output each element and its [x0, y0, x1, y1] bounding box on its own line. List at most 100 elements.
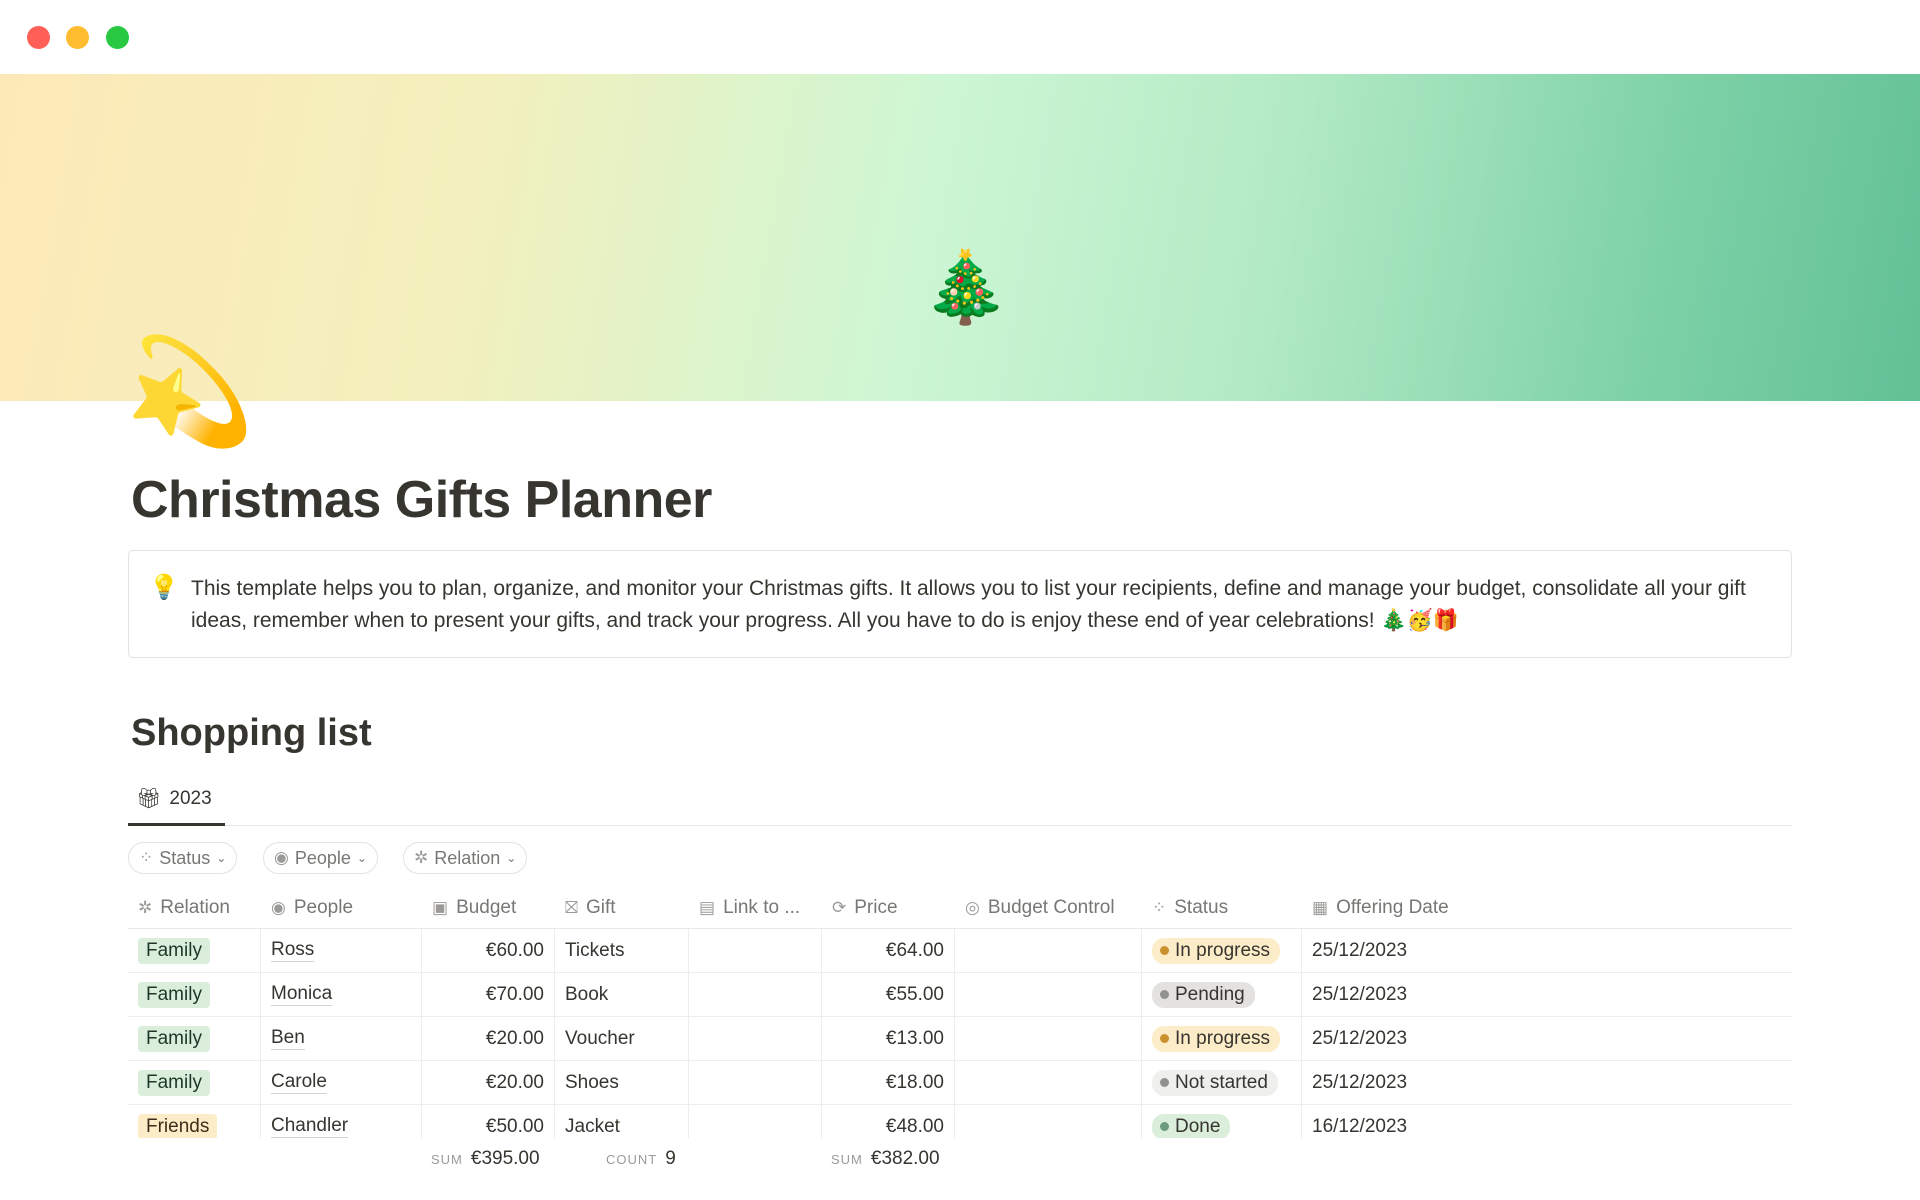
price-cell[interactable]: €55.00 — [822, 973, 955, 1016]
gift-cell[interactable]: Tickets — [555, 929, 689, 972]
relation-cell[interactable]: Family — [128, 1061, 261, 1104]
column-icon: ▦ — [1312, 897, 1329, 917]
status-dot-icon — [1160, 946, 1169, 955]
status-badge: Pending — [1152, 981, 1255, 1008]
status-cell[interactable]: Done — [1142, 1105, 1302, 1148]
budget-cell[interactable]: €20.00 — [422, 1061, 555, 1104]
people-cell[interactable]: Ross — [261, 929, 422, 972]
relation-cell[interactable]: Family — [128, 973, 261, 1016]
budget-control-cell[interactable] — [955, 929, 1142, 972]
person-link[interactable]: Carole — [271, 1071, 327, 1094]
budget-cell[interactable]: €50.00 — [422, 1105, 555, 1148]
relation-cell[interactable]: Family — [128, 929, 261, 972]
person-icon: ◉ — [274, 848, 289, 867]
status-dot-icon — [1160, 1034, 1169, 1043]
status-cell[interactable]: In progress — [1142, 929, 1302, 972]
table-row[interactable]: Family Ross €60.00 Tickets €64.00 In progress… — [128, 929, 1792, 973]
table-row[interactable]: Family Monica €70.00 Book €55.00 Pending 25/12… — [128, 973, 1792, 1017]
gift-cell[interactable]: Voucher — [555, 1017, 689, 1060]
filter-people[interactable]: ◉ People ⌄ — [263, 842, 378, 874]
status-badge: In progress — [1152, 937, 1281, 964]
offering-date-cell[interactable]: 25/12/2023 — [1302, 1061, 1792, 1104]
link-cell[interactable] — [689, 1105, 822, 1148]
count-value: 9 — [665, 1148, 676, 1169]
status-dot-icon — [1160, 1078, 1169, 1087]
column-header[interactable]: ◎ Budget Control — [955, 887, 1142, 928]
offering-date-cell[interactable]: 25/12/2023 — [1302, 929, 1792, 972]
budget-value: €60.00 — [485, 939, 544, 961]
column-header[interactable]: ⛝ Gift — [555, 887, 689, 928]
relation-cell[interactable]: Friends — [128, 1105, 261, 1148]
column-header[interactable]: ▣ Budget — [422, 887, 555, 928]
people-cell[interactable]: Carole — [261, 1061, 422, 1104]
person-link[interactable]: Chandler — [271, 1115, 349, 1138]
sum-label: SUM — [831, 1152, 863, 1167]
filter-relation[interactable]: ✲ Relation ⌄ — [403, 842, 528, 874]
column-label: Status — [1174, 896, 1229, 918]
price-cell[interactable]: €48.00 — [822, 1105, 955, 1148]
price-cell[interactable]: €18.00 — [822, 1061, 955, 1104]
table-row[interactable]: Family Carole €20.00 Shoes €18.00 Not started… — [128, 1061, 1792, 1105]
budget-cell[interactable]: €20.00 — [422, 1017, 555, 1060]
person-link[interactable]: Monica — [271, 983, 333, 1006]
cover-image: 🎄 — [0, 74, 1920, 401]
status-cell[interactable]: In progress — [1142, 1017, 1302, 1060]
filter-status[interactable]: ⁘ Status ⌄ — [128, 842, 238, 874]
date-value: 16/12/2023 — [1312, 1115, 1408, 1137]
tab-2023[interactable]: 🎁︎ 2023 — [136, 786, 212, 811]
table-row[interactable]: Family Ben €20.00 Voucher €13.00 In progress 2… — [128, 1017, 1792, 1061]
offering-date-cell[interactable]: 25/12/2023 — [1302, 1017, 1792, 1060]
status-cell[interactable]: Pending — [1142, 973, 1302, 1016]
gift-value: Book — [565, 983, 609, 1005]
people-cell[interactable]: Chandler — [261, 1105, 422, 1148]
column-header[interactable]: ⟳ Price — [822, 887, 955, 928]
column-header[interactable]: ▦ Offering Date — [1302, 887, 1792, 928]
gift-cell[interactable]: Jacket — [555, 1105, 689, 1148]
price-value: €64.00 — [885, 939, 944, 961]
price-value: €13.00 — [885, 1027, 944, 1049]
gift-cell[interactable]: Book — [555, 973, 689, 1016]
budget-cell[interactable]: €60.00 — [422, 929, 555, 972]
gift-cell[interactable]: Shoes — [555, 1061, 689, 1104]
budget-control-cell[interactable] — [955, 1105, 1142, 1148]
offering-date-cell[interactable]: 16/12/2023 — [1302, 1105, 1792, 1148]
person-link[interactable]: Ben — [271, 1027, 305, 1050]
link-cell[interactable] — [689, 1017, 822, 1060]
budget-control-cell[interactable] — [955, 1061, 1142, 1104]
price-value: €55.00 — [885, 983, 944, 1005]
section-heading: Shopping list — [131, 712, 372, 754]
callout-text: This template helps you to plan, organiz… — [191, 577, 1746, 632]
column-header[interactable]: ✲ Relation — [128, 887, 261, 928]
price-cell[interactable]: €64.00 — [822, 929, 955, 972]
column-header[interactable]: ▤ Link to ... — [689, 887, 822, 928]
budget-cell[interactable]: €70.00 — [422, 973, 555, 1016]
offering-date-cell[interactable]: 25/12/2023 — [1302, 973, 1792, 1016]
window-close-button[interactable] — [27, 26, 50, 49]
atom-icon: ✲ — [414, 848, 429, 867]
window-maximize-button[interactable] — [106, 26, 129, 49]
gift-value: Voucher — [565, 1027, 635, 1049]
person-link[interactable]: Ross — [271, 939, 315, 962]
page-icon[interactable]: 💫 — [125, 334, 255, 450]
column-header[interactable]: ◉ People — [261, 887, 422, 928]
price-sum: SUM €382.00 — [831, 1148, 940, 1170]
status-cell[interactable]: Not started — [1142, 1061, 1302, 1104]
table-row[interactable]: Friends Chandler €50.00 Jacket €48.00 Done 16/… — [128, 1105, 1792, 1149]
status-label: In progress — [1175, 1027, 1271, 1049]
date-value: 25/12/2023 — [1312, 939, 1408, 961]
price-cell[interactable]: €13.00 — [822, 1017, 955, 1060]
column-label: Budget — [456, 896, 517, 918]
people-cell[interactable]: Ben — [261, 1017, 422, 1060]
relation-cell[interactable]: Family — [128, 1017, 261, 1060]
link-cell[interactable] — [689, 1061, 822, 1104]
link-cell[interactable] — [689, 929, 822, 972]
people-cell[interactable]: Monica — [261, 973, 422, 1016]
column-icon: ⁘ — [1152, 897, 1167, 917]
link-cell[interactable] — [689, 973, 822, 1016]
column-header[interactable]: ⁘ Status — [1142, 887, 1302, 928]
window-minimize-button[interactable] — [66, 26, 89, 49]
sum-value: €382.00 — [870, 1148, 940, 1169]
column-label: Gift — [585, 896, 616, 918]
budget-control-cell[interactable] — [955, 973, 1142, 1016]
budget-control-cell[interactable] — [955, 1017, 1142, 1060]
